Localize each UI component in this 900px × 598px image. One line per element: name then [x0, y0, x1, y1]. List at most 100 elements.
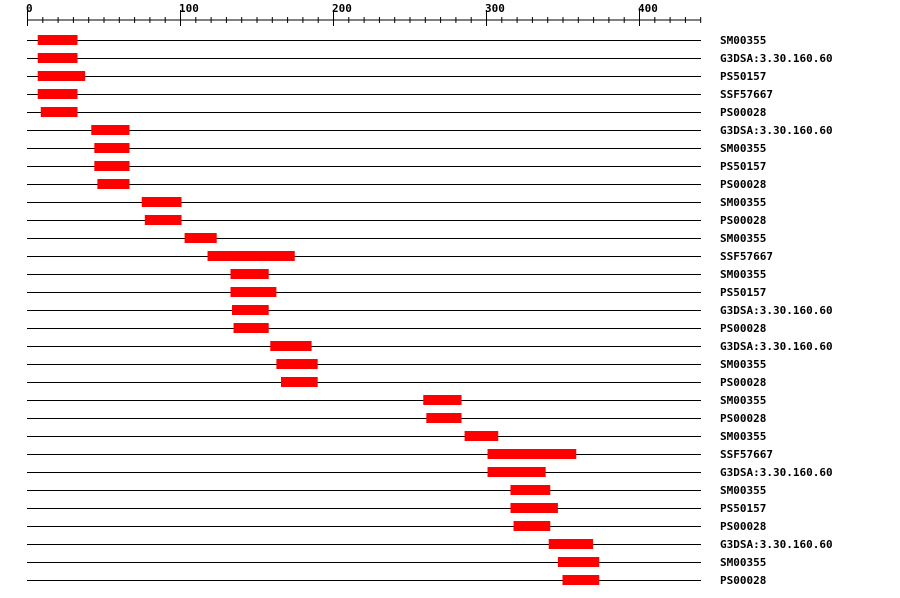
domain-label: G3DSA:3.30.160.60 [720, 52, 833, 65]
tick-label: 400 [638, 2, 658, 15]
track-row: SM00355 [27, 232, 766, 245]
track-row: PS50157 [27, 70, 766, 83]
track-row: PS00028 [27, 322, 766, 335]
track-row: SM00355 [27, 430, 766, 443]
domain-label: SM00355 [720, 232, 766, 245]
track-row: G3DSA:3.30.160.60 [27, 538, 833, 551]
track-row: SSF57667 [27, 250, 773, 263]
track-row: G3DSA:3.30.160.60 [27, 52, 833, 65]
domain-label: PS00028 [720, 376, 766, 389]
domain-bar[interactable] [37, 53, 78, 63]
track-row: G3DSA:3.30.160.60 [27, 124, 833, 137]
domain-bar[interactable] [510, 485, 551, 495]
track-row: G3DSA:3.30.160.60 [27, 466, 833, 479]
domain-label: G3DSA:3.30.160.60 [720, 340, 833, 353]
track-row: SM00355 [27, 196, 766, 209]
domain-label: G3DSA:3.30.160.60 [720, 538, 833, 551]
domain-bar[interactable] [94, 143, 130, 153]
domain-bar[interactable] [230, 287, 277, 297]
track-row: SM00355 [27, 358, 766, 371]
domain-label: SM00355 [720, 268, 766, 281]
domain-label: SM00355 [720, 484, 766, 497]
domain-label: PS00028 [720, 412, 766, 425]
domain-bar[interactable] [230, 269, 269, 279]
domain-bar[interactable] [562, 575, 600, 585]
domain-bar[interactable] [280, 377, 318, 387]
domain-bar[interactable] [94, 161, 130, 171]
domain-label: SSF57667 [720, 448, 773, 461]
domain-label: PS00028 [720, 574, 766, 587]
domain-bar[interactable] [548, 539, 594, 549]
domain-label: PS00028 [720, 520, 766, 533]
domain-bar[interactable] [40, 107, 78, 117]
track-row: SM00355 [27, 142, 766, 155]
domain-label: PS50157 [720, 160, 766, 173]
domain-bar[interactable] [426, 413, 462, 423]
domain-bar[interactable] [513, 521, 551, 531]
domain-label: G3DSA:3.30.160.60 [720, 124, 833, 137]
track-row: G3DSA:3.30.160.60 [27, 340, 833, 353]
track-row: SSF57667 [27, 88, 773, 101]
domain-bar[interactable] [510, 503, 558, 513]
track-row: SM00355 [27, 556, 766, 569]
tick-label: 0 [26, 2, 33, 15]
domain-label: SSF57667 [720, 250, 773, 263]
track-row: PS00028 [27, 574, 766, 587]
domain-bar[interactable] [97, 179, 130, 189]
tick-label: 300 [485, 2, 505, 15]
domain-label: SM00355 [720, 358, 766, 371]
domain-label: SSF57667 [720, 88, 773, 101]
domain-bar[interactable] [276, 359, 318, 369]
domain-label: PS00028 [720, 322, 766, 335]
domain-label: PS00028 [720, 178, 766, 191]
track-row: PS50157 [27, 286, 766, 299]
domain-label: SM00355 [720, 430, 766, 443]
tick-label: 200 [332, 2, 352, 15]
domain-label: SM00355 [720, 394, 766, 407]
domain-bar[interactable] [91, 125, 130, 135]
domain-bar[interactable] [487, 449, 577, 459]
track-row: PS00028 [27, 178, 766, 191]
ruler-axis: 0 100 200 300 400 [26, 2, 702, 26]
domain-label: G3DSA:3.30.160.60 [720, 304, 833, 317]
domain-label: PS00028 [720, 214, 766, 227]
domain-bar[interactable] [184, 233, 217, 243]
tick-label: 100 [179, 2, 199, 15]
track-row: SM00355 [27, 34, 766, 47]
domain-label: PS50157 [720, 502, 766, 515]
track-row: PS50157 [27, 160, 766, 173]
track-row: PS00028 [27, 520, 766, 533]
track-row: PS50157 [27, 502, 766, 515]
domain-bar[interactable] [144, 215, 182, 225]
domain-bar[interactable] [37, 89, 78, 99]
domain-bar[interactable] [487, 467, 546, 477]
domain-bar[interactable] [37, 35, 78, 45]
track-row: G3DSA:3.30.160.60 [27, 304, 833, 317]
domain-bar[interactable] [232, 305, 269, 315]
domain-bar[interactable] [557, 557, 600, 567]
domain-bar[interactable] [423, 395, 462, 405]
domain-bar[interactable] [37, 71, 86, 81]
domain-bar[interactable] [464, 431, 499, 441]
domain-label: PS50157 [720, 70, 766, 83]
domain-bar[interactable] [233, 323, 269, 333]
domain-label: G3DSA:3.30.160.60 [720, 466, 833, 479]
track-row: SM00355 [27, 484, 766, 497]
domain-bar[interactable] [141, 197, 182, 207]
domain-bar[interactable] [207, 251, 295, 261]
domain-label: PS00028 [720, 106, 766, 119]
track-row: PS00028 [27, 106, 766, 119]
track-row: SM00355 [27, 268, 766, 281]
track-row: SSF57667 [27, 448, 773, 461]
domain-tracks: SM00355 G3DSA:3.30.160.60 PS50157 SSF57667 P… [27, 34, 833, 587]
domain-label: PS50157 [720, 286, 766, 299]
track-row: PS00028 [27, 214, 766, 227]
domain-label: SM00355 [720, 142, 766, 155]
domain-label: SM00355 [720, 34, 766, 47]
domain-label: SM00355 [720, 196, 766, 209]
track-row: SM00355 [27, 394, 766, 407]
domain-bar[interactable] [270, 341, 312, 351]
domain-label: SM00355 [720, 556, 766, 569]
track-row: PS00028 [27, 412, 766, 425]
